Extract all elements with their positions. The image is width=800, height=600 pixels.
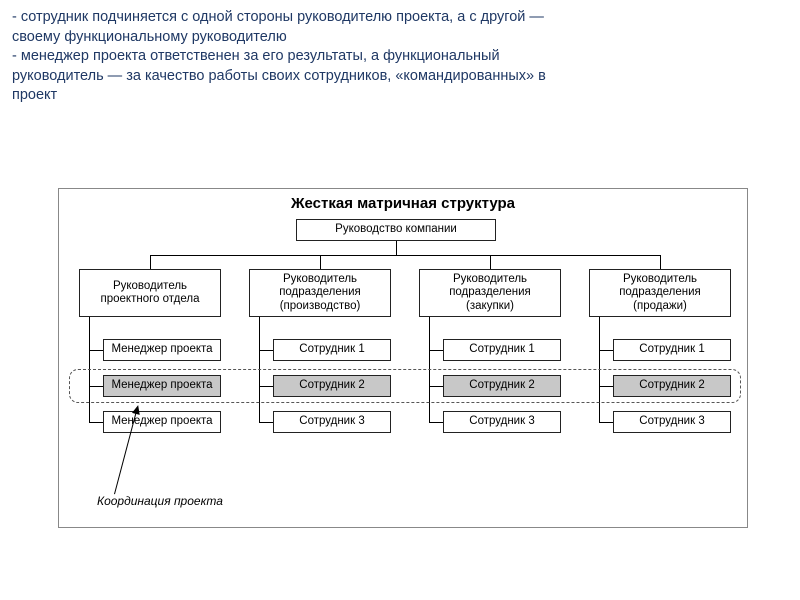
bus-line <box>150 255 660 256</box>
elbow-1-0 <box>259 350 273 351</box>
col-drop-0 <box>150 255 151 269</box>
elbow-2-0 <box>429 350 443 351</box>
intro-line-2: своему функциональному руководителю <box>12 28 788 48</box>
cell-3-0: Сотрудник 1 <box>613 339 731 361</box>
cell-0-0: Менеджер проекта <box>103 339 221 361</box>
intro-line-4: руководитель — за качество работы своих … <box>12 67 788 87</box>
top-node: Руководство компании <box>296 219 496 241</box>
cell-1-2: Сотрудник 3 <box>273 411 391 433</box>
top-drop <box>396 241 397 255</box>
elbow-1-2 <box>259 422 273 423</box>
coord-label: Координация проекта <box>97 494 223 508</box>
cell-1-0: Сотрудник 1 <box>273 339 391 361</box>
elbow-3-2 <box>599 422 613 423</box>
cell-2-2: Сотрудник 3 <box>443 411 561 433</box>
col-head-0: Руководитель проектного отдела <box>79 269 221 317</box>
col-head-1: Руководитель подразделения (производство… <box>249 269 391 317</box>
intro-text: - сотрудник подчиняется с одной стороны … <box>0 0 800 110</box>
col-head-2: Руководитель подразделения (закупки) <box>419 269 561 317</box>
cell-0-2: Менеджер проекта <box>103 411 221 433</box>
intro-line-3: - менеджер проекта ответственен за его р… <box>12 47 788 67</box>
col-drop-3 <box>660 255 661 269</box>
col-drop-1 <box>320 255 321 269</box>
intro-line-1: - сотрудник подчиняется с одной стороны … <box>12 8 788 28</box>
diagram-title: Жесткая матричная структура <box>59 195 747 212</box>
coordination-box <box>69 369 741 403</box>
cell-2-0: Сотрудник 1 <box>443 339 561 361</box>
col-drop-2 <box>490 255 491 269</box>
elbow-0-2 <box>89 422 103 423</box>
cell-3-2: Сотрудник 3 <box>613 411 731 433</box>
elbow-2-2 <box>429 422 443 423</box>
col-head-3: Руководитель подразделения (продажи) <box>589 269 731 317</box>
elbow-3-0 <box>599 350 613 351</box>
elbow-0-0 <box>89 350 103 351</box>
intro-line-5: проект <box>12 86 788 106</box>
diagram-frame: Жесткая матричная структура Руководство … <box>58 188 748 528</box>
